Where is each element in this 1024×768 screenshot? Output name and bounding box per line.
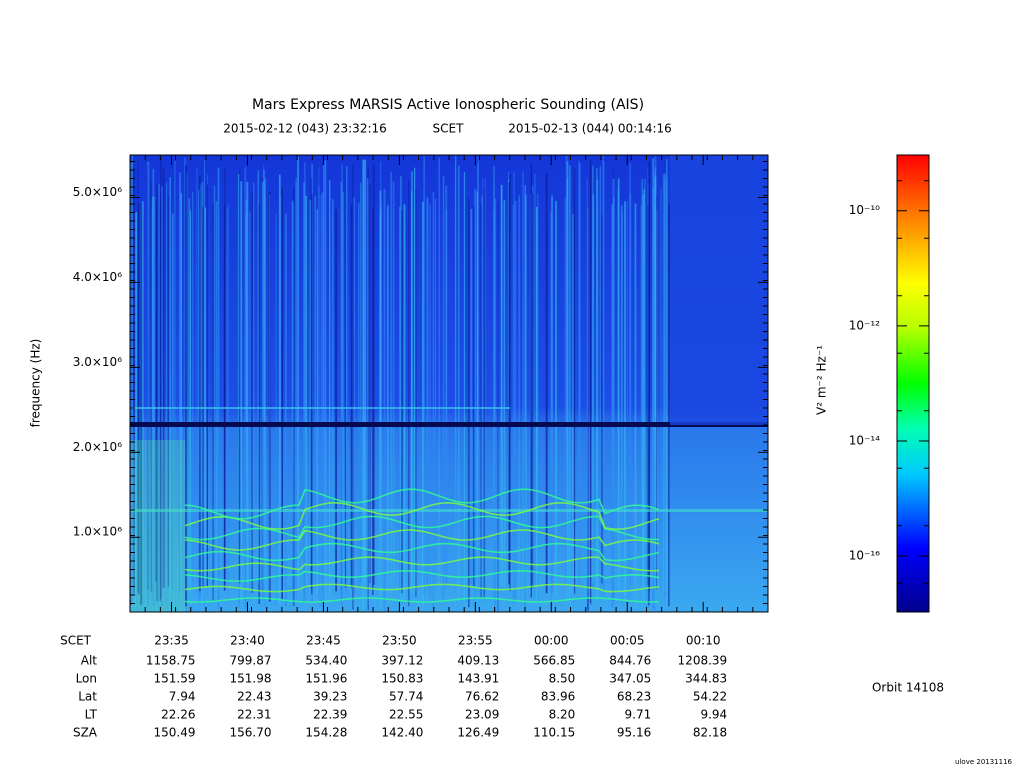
ephemeris-value: 57.74 xyxy=(389,690,423,704)
x-tick-label: 00:00 xyxy=(534,634,569,648)
y-tick-label: 4.0×10⁶ xyxy=(73,270,122,284)
x-tick-label: 00:05 xyxy=(610,634,645,648)
colorbar-label: V² m⁻² Hz⁻¹ xyxy=(815,345,829,415)
ephemeris-value: 844.76 xyxy=(609,654,651,668)
ephemeris-value: 95.16 xyxy=(617,726,651,740)
y-tick-label: 1.0×10⁶ xyxy=(73,525,122,539)
texture-band xyxy=(670,155,768,425)
spectrogram xyxy=(130,155,768,612)
x-tick-label: 23:45 xyxy=(306,634,341,648)
ephemeris-value: 8.50 xyxy=(549,672,576,686)
spectrogram-background xyxy=(130,155,768,612)
ephemeris-value: 142.40 xyxy=(381,726,423,740)
ephemeris-value: 22.55 xyxy=(389,708,423,722)
ephemeris-value: 397.12 xyxy=(381,654,423,668)
ephemeris-row-label: SZA xyxy=(73,726,98,740)
ephemeris-value: 1158.75 xyxy=(146,654,196,668)
y-axis-label: frequency (Hz) xyxy=(29,339,43,428)
texture-echo xyxy=(184,501,660,531)
x-tick-label: 23:55 xyxy=(458,634,493,648)
x-tick-label: 23:50 xyxy=(382,634,417,648)
texture-echo xyxy=(184,569,660,583)
ephemeris-value: 799.87 xyxy=(229,654,271,668)
ephemeris-value: 22.39 xyxy=(313,708,347,722)
subtitle-scet: SCET xyxy=(433,122,465,136)
ephemeris-value: 150.49 xyxy=(154,726,196,740)
ephemeris-value: 22.31 xyxy=(237,708,271,722)
ephemeris-value: 9.94 xyxy=(700,708,727,722)
ephemeris-value: 110.15 xyxy=(533,726,575,740)
y-tick-label: 5.0×10⁶ xyxy=(73,185,122,199)
ephemeris-value: 534.40 xyxy=(305,654,347,668)
ephemeris-value: 409.13 xyxy=(457,654,499,668)
texture-echo xyxy=(184,597,660,603)
texture-echo xyxy=(184,529,660,551)
colorbar-tick-label: 10⁻¹⁶ xyxy=(849,549,880,563)
colorbar xyxy=(896,154,930,613)
ephemeris-value: 7.94 xyxy=(169,690,196,704)
ephemeris-value: 22.26 xyxy=(161,708,195,722)
texture-band xyxy=(130,407,510,409)
texture-echo xyxy=(184,556,660,572)
x-tick-label: 23:40 xyxy=(230,634,265,648)
ephemeris-row-label: Alt xyxy=(81,654,98,668)
ephemeris-value: 22.43 xyxy=(237,690,271,704)
texture-echo xyxy=(184,488,660,520)
ephemeris-value: 126.49 xyxy=(457,726,499,740)
ephemeris-value: 68.23 xyxy=(617,690,651,704)
ephemeris-row-label: Lon xyxy=(76,672,97,686)
colorbar-tick-label: 10⁻¹² xyxy=(849,318,880,332)
ephemeris-value: 83.96 xyxy=(541,690,575,704)
ephemeris-value: 8.20 xyxy=(549,708,576,722)
footer: ulove 20131116 xyxy=(955,758,1013,766)
ephemeris-value: 151.96 xyxy=(305,672,347,686)
x-tick-label: 23:35 xyxy=(154,634,189,648)
ephemeris-value: 154.28 xyxy=(305,726,347,740)
texture-band xyxy=(130,509,768,512)
x-tick-label: 00:10 xyxy=(686,634,721,648)
ephemeris-value: 151.59 xyxy=(154,672,196,686)
ephemeris-value: 1208.39 xyxy=(678,654,728,668)
ephemeris-value: 143.91 xyxy=(457,672,499,686)
ephemeris-value: 566.85 xyxy=(533,654,575,668)
ephemeris-value: 54.22 xyxy=(693,690,727,704)
ephemeris-row-label: Lat xyxy=(78,690,97,704)
orbit-label: Orbit 14108 xyxy=(872,681,944,695)
ephemeris-value: 344.83 xyxy=(685,672,727,686)
ephemeris-value: 23.09 xyxy=(465,708,499,722)
ephemeris-value: 347.05 xyxy=(609,672,651,686)
ephemeris-row-label: LT xyxy=(85,708,98,722)
texture-echo xyxy=(184,583,660,593)
colorbar-tick-label: 10⁻¹⁰ xyxy=(849,203,880,217)
ephemeris-value: 156.70 xyxy=(229,726,271,740)
texture-band xyxy=(130,422,768,427)
y-tick-label: 3.0×10⁶ xyxy=(73,355,122,369)
chart-title: Mars Express MARSIS Active Ionospheric S… xyxy=(252,97,644,113)
ephemeris-value: 76.62 xyxy=(465,690,499,704)
ephemeris-value: 151.98 xyxy=(229,672,271,686)
ephemeris-value: 39.23 xyxy=(313,690,347,704)
ephemeris-value: 150.83 xyxy=(381,672,423,686)
colorbar-tick-label: 10⁻¹⁴ xyxy=(849,434,880,448)
y-tick-label: 2.0×10⁶ xyxy=(73,440,122,454)
ephemeris-value: 82.18 xyxy=(693,726,727,740)
texture-echo xyxy=(184,515,660,541)
texture-echo xyxy=(184,542,660,562)
ephemeris-value: 9.71 xyxy=(625,708,652,722)
subtitle-end: 2015-02-13 (044) 00:14:16 xyxy=(508,122,672,136)
ephemeris-header: SCET xyxy=(60,634,92,648)
subtitle-start: 2015-02-12 (043) 23:32:16 xyxy=(223,122,387,136)
